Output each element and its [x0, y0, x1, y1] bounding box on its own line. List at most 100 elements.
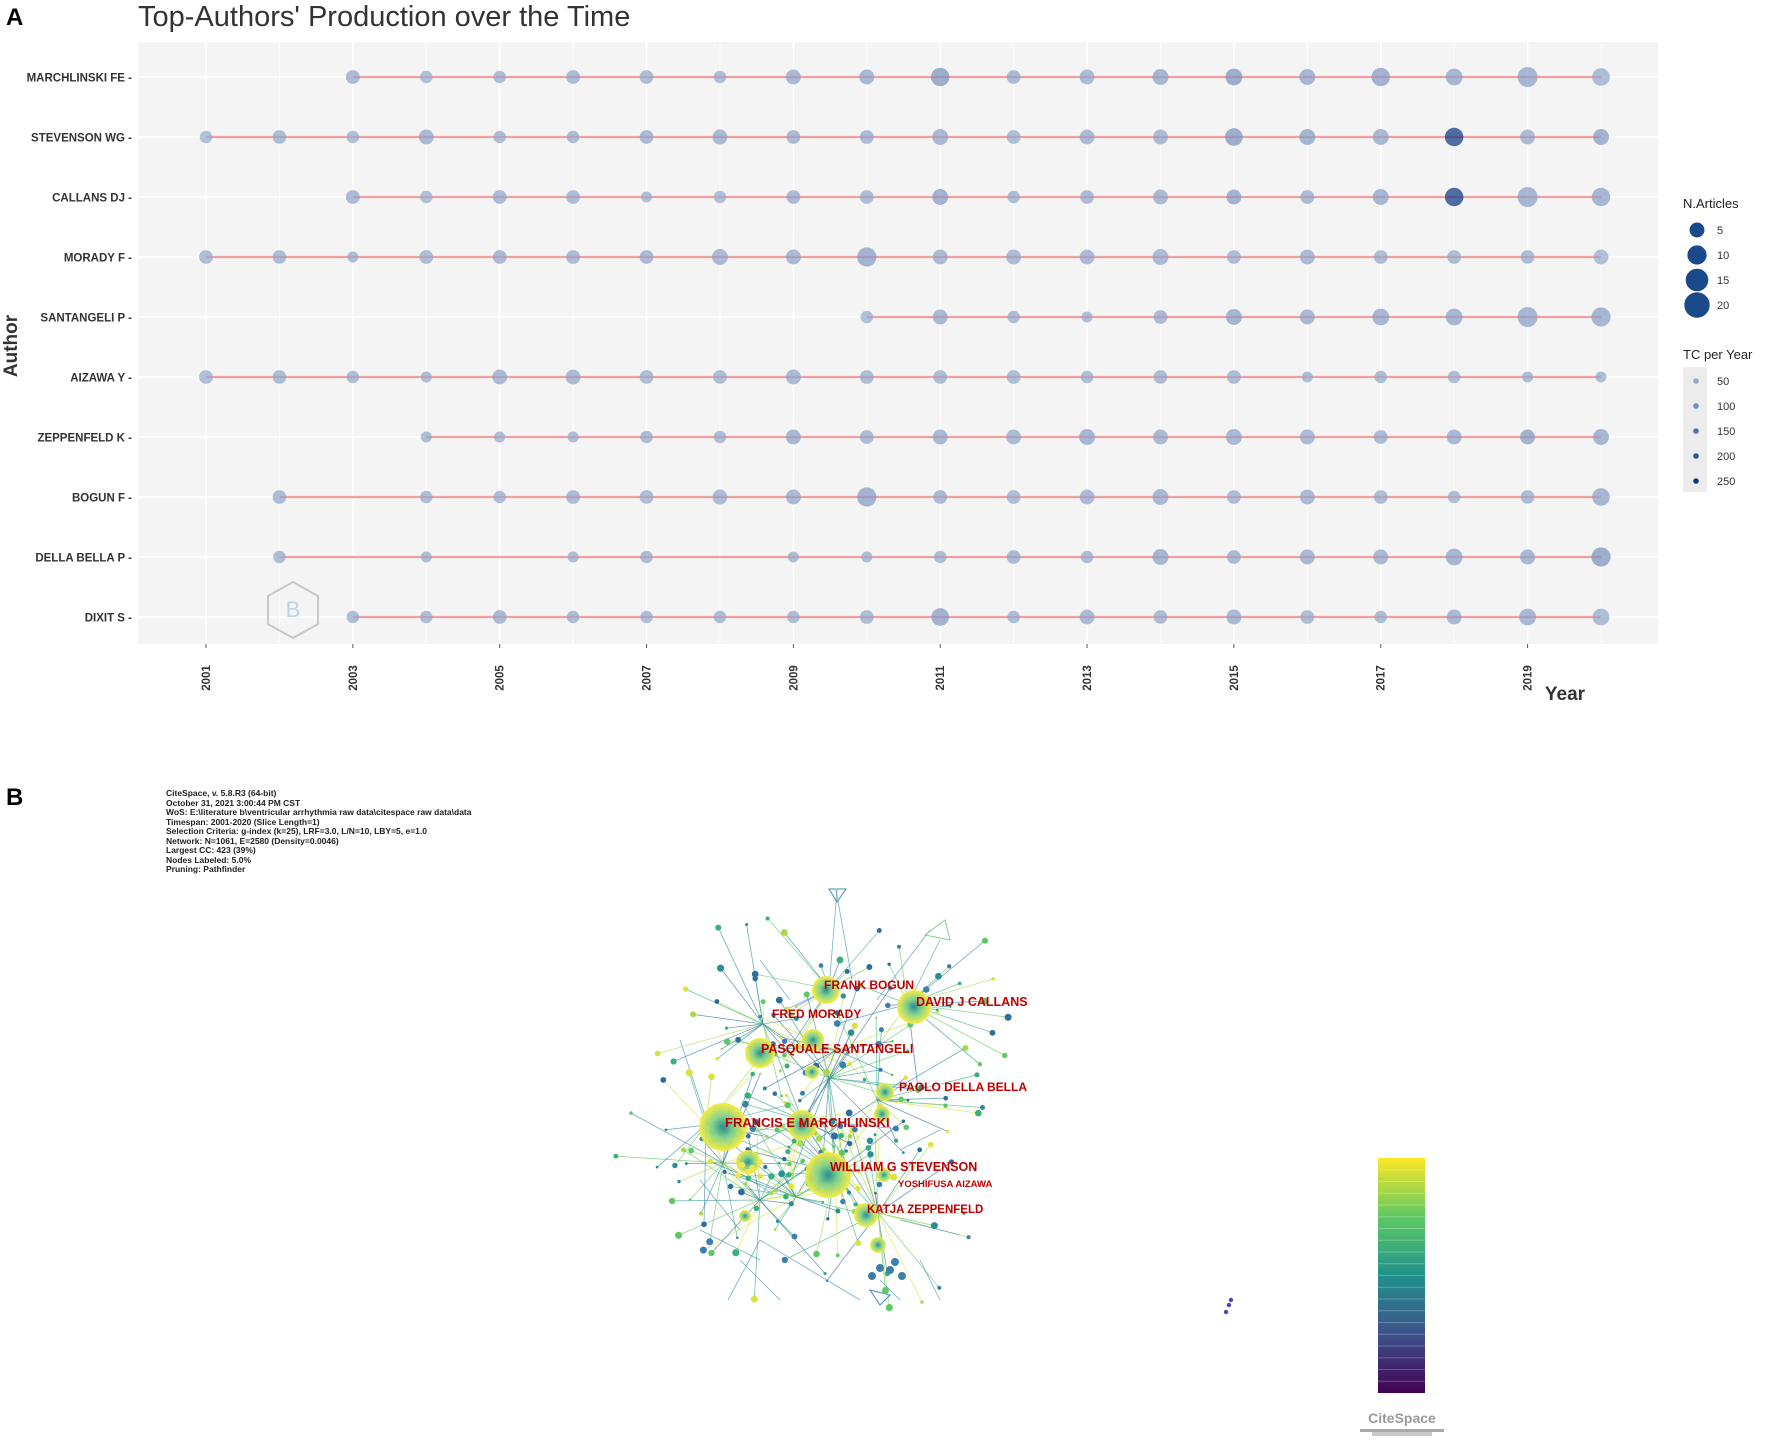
article-point [419, 70, 433, 84]
article-point [785, 69, 801, 85]
article-point [1445, 68, 1463, 86]
article-point [640, 430, 653, 444]
y-axis-title: Author [1, 314, 22, 377]
article-point [273, 550, 286, 564]
author-label: ZEPPENFELD K - [37, 433, 132, 445]
article-point [1444, 127, 1464, 147]
article-point [492, 190, 507, 204]
article-point [346, 610, 360, 624]
article-point [785, 489, 801, 505]
article-point [711, 249, 728, 265]
legend-size-title: N.Articles [1683, 196, 1739, 211]
article-point [639, 490, 654, 504]
article-point [857, 487, 877, 507]
article-point [641, 191, 653, 203]
article-point [639, 70, 654, 84]
article-point [494, 431, 506, 443]
legend-color-label: 250 [1717, 476, 1735, 488]
article-point [566, 610, 580, 624]
article-point [1153, 129, 1168, 145]
article-point [860, 310, 874, 324]
article-point [493, 70, 506, 84]
chart-title: Top-Authors' Production over the Time [138, 1, 630, 33]
article-point [1593, 129, 1609, 145]
author-label: MARCHLINSKI FE - [27, 73, 133, 85]
article-point [1373, 250, 1388, 264]
article-point [859, 430, 874, 444]
article-point [1225, 128, 1243, 146]
article-point [1225, 309, 1242, 325]
article-point [347, 251, 359, 263]
article-point [787, 610, 800, 624]
article-point [1372, 189, 1389, 205]
article-point [859, 130, 874, 144]
x-tick-label: 2007 [642, 665, 654, 691]
article-point [1299, 249, 1315, 265]
article-point [1152, 549, 1169, 565]
article-point [199, 130, 213, 144]
citespace-info-line: WoS: E:\literature b\ventricular arrhyth… [166, 807, 472, 817]
x-tick-label: 2001 [201, 665, 213, 691]
article-point [1079, 249, 1095, 265]
article-point [272, 370, 287, 384]
article-point [861, 551, 873, 563]
article-point [272, 250, 287, 264]
article-point [1299, 309, 1315, 325]
legend-color-swatch [1693, 453, 1699, 459]
author-label: DIXIT S - [85, 613, 132, 625]
citespace-info-block: CiteSpace, v. 5.8.R3 (64-bit) October 31,… [166, 788, 472, 875]
article-point [859, 610, 874, 624]
article-point [1373, 490, 1388, 504]
author-label: DELLA BELLA P - [35, 553, 132, 565]
article-point [1517, 67, 1538, 87]
article-point [199, 370, 213, 384]
article-point [713, 370, 727, 384]
article-point [566, 250, 581, 264]
article-point [272, 130, 287, 144]
article-point [1595, 371, 1607, 383]
citespace-info-line: Nodes Labeled: 5.0% [166, 854, 252, 865]
article-point [1006, 130, 1021, 144]
legend-color-title: TC per Year [1683, 347, 1753, 362]
author-label: CALLANS DJ - [52, 193, 132, 205]
citespace-info-line: Timespan: 2001-2020 (Slice Length=1) [166, 816, 320, 827]
article-point [859, 190, 874, 204]
panel-b-label: B [6, 784, 24, 811]
article-point [1226, 189, 1242, 205]
article-point [419, 610, 433, 624]
legend-color-swatch [1693, 403, 1699, 409]
x-tick-label: 2011 [935, 665, 947, 691]
article-point [1006, 490, 1021, 504]
article-point [1079, 489, 1095, 505]
legend-color-label: 100 [1717, 401, 1735, 413]
citespace-info-line: October 31, 2021 3:00:44 PM CST [166, 797, 301, 808]
legend-color-swatch [1693, 378, 1699, 384]
article-point [1153, 610, 1168, 624]
citespace-info-line: CiteSpace, v. 5.8.R3 (64-bit) [166, 788, 277, 798]
legend-size-label: 10 [1717, 250, 1729, 262]
article-point [1520, 129, 1536, 145]
article-point [1372, 129, 1389, 145]
article-point [1591, 547, 1611, 567]
bibliometrix-watermark: B [267, 580, 319, 640]
x-tick-label: 2019 [1523, 665, 1535, 691]
author-label: BOGUN F - [72, 493, 132, 505]
article-point [932, 309, 948, 325]
article-point [1520, 549, 1536, 565]
citespace-info-line: Largest CC: 423 (39%) [166, 845, 256, 855]
article-point [419, 250, 434, 264]
article-point [1007, 610, 1020, 624]
x-tick-label: 2009 [788, 665, 800, 691]
legend-color-label: 200 [1717, 451, 1735, 463]
article-point [713, 190, 727, 204]
article-point [1152, 249, 1169, 265]
article-point [1079, 609, 1095, 625]
article-point [1447, 370, 1461, 384]
y-axis-labels: MARCHLINSKI FE - STEVENSON WG - CALLANS DJ… [27, 73, 133, 625]
article-point [1225, 68, 1243, 86]
article-point [1006, 249, 1022, 265]
article-point [1225, 429, 1242, 445]
article-point [1080, 550, 1094, 564]
article-point [932, 429, 948, 445]
article-point [567, 551, 579, 563]
